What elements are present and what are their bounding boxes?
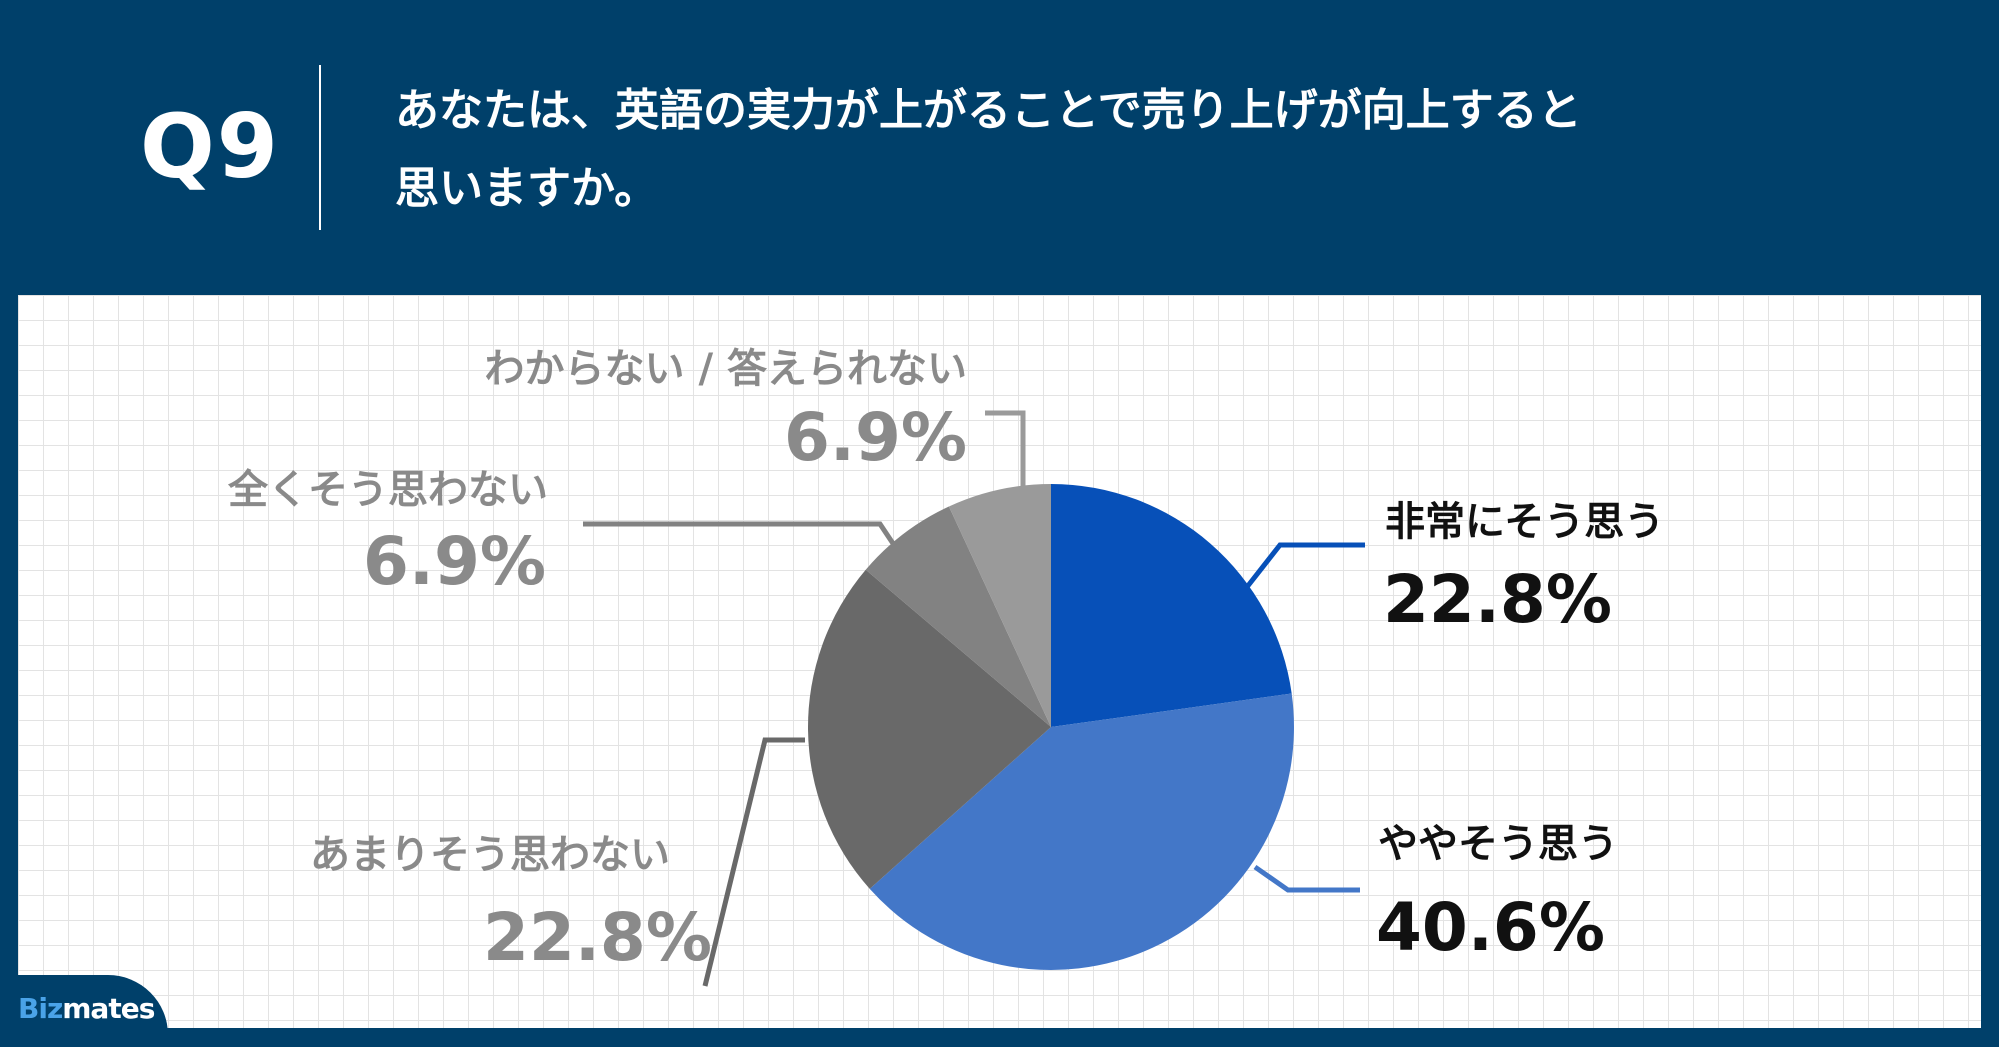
slice-value-very-much: 22.8%: [1383, 561, 1612, 638]
pie-slice-somewhat: [869, 693, 1294, 970]
pie-slices: [808, 484, 1294, 970]
pie-slice-unknown: [948, 484, 1051, 727]
leader-line-not-at-all: [583, 521, 899, 550]
slice-label-somewhat: ややそう思う: [1378, 821, 1618, 867]
pie-slice-not-at-all: [865, 506, 1051, 727]
slice-value-not-at-all: 6.9%: [363, 523, 546, 600]
pie-slice-not-much: [808, 569, 1051, 889]
leader-lines: [583, 410, 1365, 987]
logo-part-2: mates: [62, 992, 155, 1025]
header-divider: [319, 65, 321, 230]
leader-line-unknown: [985, 410, 1026, 487]
slice-label-not-much: あまりそう思わない: [310, 832, 670, 878]
bizmates-logo: Bizmates: [18, 992, 155, 1025]
slice-label-very-much: 非常にそう思う: [1385, 499, 1664, 545]
header: Q9 あなたは、英語の実力が上がることで売り上げが向上すると 思いますか。: [0, 0, 1999, 295]
leader-line-not-much: [702, 737, 805, 987]
slice-value-not-much: 22.8%: [483, 899, 712, 976]
leader-line-somewhat: [1253, 864, 1360, 893]
question-line-2: 思いますか。: [395, 163, 659, 214]
leader-line-very-much: [1245, 542, 1365, 589]
logo-part-1: Biz: [18, 992, 63, 1025]
pie-slice-very-much: [1051, 484, 1292, 727]
slice-value-unknown: 6.9%: [784, 399, 967, 476]
slice-value-somewhat: 40.6%: [1376, 889, 1605, 966]
question-number: Q9: [140, 95, 281, 198]
question-line-1: あなたは、英語の実力が上がることで売り上げが向上すると: [395, 85, 1582, 136]
logo-tab: [0, 975, 168, 1035]
slice-label-unknown: わからない / 答えられない: [485, 346, 967, 392]
slice-label-not-at-all: 全くそう思わない: [227, 467, 548, 513]
question-text: あなたは、英語の実力が上がることで売り上げが向上すると 思いますか。: [395, 72, 1795, 228]
